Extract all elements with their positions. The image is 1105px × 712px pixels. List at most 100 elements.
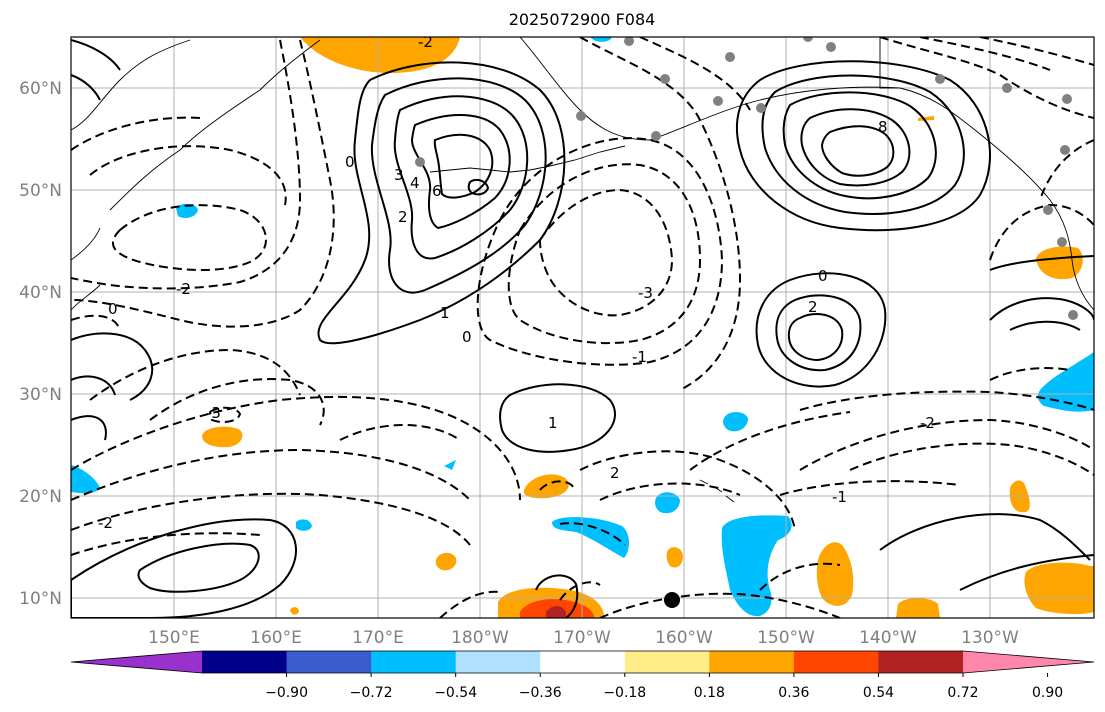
- orange-region-small-2: [666, 547, 683, 568]
- contour-label: 2: [610, 464, 620, 482]
- station-dot: [826, 42, 836, 52]
- orange-region-east-1: [816, 542, 854, 606]
- contour-label: 8: [878, 118, 888, 136]
- contour-label: 4: [410, 174, 420, 192]
- station-dot: [1002, 83, 1012, 93]
- contours-negative: [71, 37, 1094, 618]
- contours-positive: [71, 39, 1094, 618]
- orange-region-small-1: [435, 552, 457, 571]
- lon-tick-label: 150°E: [148, 628, 200, 648]
- contour-label: 1: [548, 414, 558, 432]
- contour-label: 2: [398, 208, 408, 226]
- contour-label: 0: [818, 267, 828, 285]
- blue-region-2: [723, 412, 748, 432]
- colorbar-extend-high: [963, 651, 1094, 673]
- colorbar-tick-label: −0.18: [603, 685, 646, 701]
- station-markers: [415, 37, 1078, 320]
- blue-region-east: [1037, 352, 1094, 412]
- lat-tick-label: 30°N: [19, 385, 62, 405]
- lon-tick-label: 160°W: [655, 628, 713, 648]
- map-title: 2025072900 F084: [509, 10, 656, 29]
- orange-region-tiny: [918, 116, 934, 121]
- graticule: [71, 37, 1094, 618]
- station-dot: [1068, 310, 1078, 320]
- station-dot: [651, 131, 661, 141]
- contour-label: 2: [808, 298, 818, 316]
- contour-label: -3: [206, 404, 221, 422]
- colorbar-segment: [624, 651, 710, 673]
- lat-axis: 60°N 50°N 40°N 30°N 20°N 10°N: [19, 79, 62, 609]
- colorbar-segment: [793, 651, 879, 673]
- lon-axis: 150°E 160°E 170°E 180°W 170°W 160°W 150°…: [148, 628, 1019, 648]
- contour-labels: -2 0 2 3 4 6 -1 1 -3 0 8 -2 -1 0 2 -2 -3…: [98, 37, 935, 532]
- darkred-region-south: [546, 606, 566, 618]
- colorbar-segment: [540, 651, 626, 673]
- blue-region-south: [552, 517, 629, 558]
- blue-region-3: [176, 203, 198, 218]
- station-dot: [1043, 205, 1053, 215]
- blue-region-6: [444, 460, 456, 470]
- colorbar-segment: [878, 651, 964, 673]
- lon-tick-label: 130°W: [961, 628, 1019, 648]
- contour-label: -1: [832, 488, 847, 506]
- colorbar-tick-label: 0.18: [694, 685, 725, 701]
- colorbar: −0.90 −0.72 −0.54 −0.36 −0.18 0.18 0.36 0.54 0.7…: [70, 650, 1095, 701]
- colorbar-segment: [455, 651, 541, 673]
- station-dot: [1057, 237, 1067, 247]
- lon-tick-label: 170°E: [352, 628, 404, 648]
- lon-tick-label: 180°W: [451, 628, 509, 648]
- black-station-dot: [664, 592, 680, 608]
- station-dot: [725, 52, 735, 62]
- contour-label: -2: [98, 514, 113, 532]
- blue-region-5: [590, 37, 612, 42]
- station-dot: [935, 74, 945, 84]
- colorbar-tick-label: −0.36: [519, 685, 562, 701]
- plot-frame: [70, 36, 1095, 619]
- station-dot: [1062, 94, 1072, 104]
- orange-region-east-2: [896, 598, 940, 618]
- colorbar-tick-label: −0.54: [434, 685, 477, 701]
- colorbar-extend-low: [71, 651, 202, 673]
- colorbar-tick-label: −0.72: [350, 685, 393, 701]
- station-dot: [624, 37, 634, 46]
- orange-region-micro: [290, 607, 299, 615]
- station-dot: [660, 74, 670, 84]
- colorbar-segment: [286, 651, 372, 673]
- colorbar-tick-label: 0.90: [1032, 685, 1063, 701]
- blue-region-southeast: [721, 515, 792, 617]
- lat-tick-label: 10°N: [19, 589, 62, 609]
- colorbar-tick-label: 0.72: [947, 685, 978, 701]
- station-dot: [756, 103, 766, 113]
- contour-label: 6: [432, 182, 442, 200]
- colorbar-tick-label: 0.36: [778, 685, 809, 701]
- contour-label: 1: [440, 304, 450, 322]
- orange-region-west: [202, 426, 243, 448]
- colorbar-segment: [202, 651, 288, 673]
- blue-region-1: [655, 492, 680, 514]
- blue-region-west: [71, 465, 100, 494]
- colorbar-tick-label: 0.54: [863, 685, 894, 701]
- station-dot: [803, 37, 813, 42]
- station-dot: [1060, 145, 1070, 155]
- lon-tick-label: 140°W: [859, 628, 917, 648]
- station-dot: [713, 96, 723, 106]
- contour-label: 0: [108, 300, 118, 318]
- map-content: -2 0 2 3 4 6 -1 1 -3 0 8 -2 -1 0 2 -2 -3…: [71, 37, 1094, 618]
- colorbar-tick-label: −0.90: [265, 685, 308, 701]
- lat-tick-label: 50°N: [19, 181, 62, 201]
- lat-tick-label: 20°N: [19, 487, 62, 507]
- orange-region-hawaii: [523, 474, 569, 499]
- contour-label: -2: [176, 280, 191, 298]
- lat-tick-label: 40°N: [19, 283, 62, 303]
- colorbar-segment: [709, 651, 795, 673]
- colorbar-segment: [371, 651, 457, 673]
- station-dot: [415, 157, 425, 167]
- lon-tick-label: 170°W: [553, 628, 611, 648]
- orange-region-east-3: [1024, 562, 1094, 615]
- coastlines: [71, 37, 1094, 503]
- contour-label: -1: [632, 348, 647, 366]
- contour-label: 0: [345, 153, 355, 171]
- lon-tick-label: 150°W: [757, 628, 815, 648]
- station-dot: [576, 111, 586, 121]
